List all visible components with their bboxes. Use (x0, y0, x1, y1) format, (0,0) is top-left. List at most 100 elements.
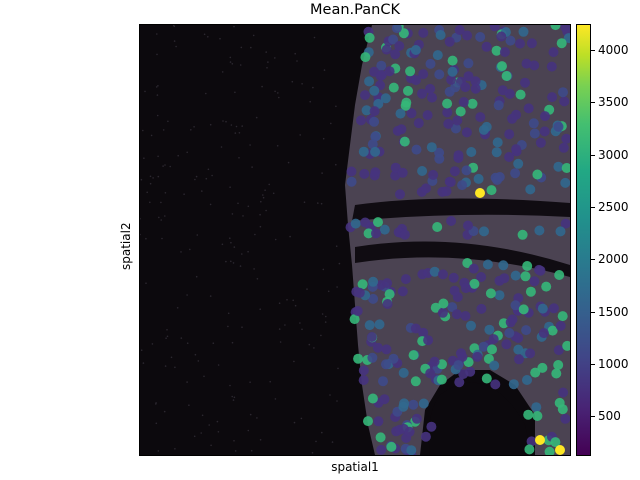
cell-marker (367, 393, 378, 404)
cell-marker (369, 66, 380, 77)
cell-marker (478, 341, 489, 352)
cell-marker (363, 416, 373, 427)
cell-marker (560, 413, 570, 424)
cell-marker (518, 304, 529, 315)
cell-marker (382, 278, 393, 289)
cell-marker (463, 58, 474, 69)
cell-marker (555, 226, 566, 237)
cell-marker (400, 100, 411, 111)
cell-marker-high (535, 435, 545, 445)
cell-marker (426, 421, 437, 432)
cell-marker (406, 445, 417, 455)
cell-marker (468, 263, 479, 274)
cell-marker (367, 352, 378, 363)
cell-marker (369, 106, 380, 117)
cell-marker (370, 167, 381, 178)
cell-marker (554, 270, 565, 280)
cell-marker (497, 85, 508, 96)
colorbar-tick (591, 207, 595, 209)
cell-marker (376, 60, 387, 71)
colorbar-tick-label: 500 (598, 409, 621, 424)
cell-marker (432, 50, 443, 61)
cell-marker (436, 374, 447, 385)
cell-marker (399, 136, 410, 147)
colorbar-tick (591, 311, 595, 313)
cell-marker (473, 173, 484, 184)
cell-marker (555, 320, 566, 331)
cell-marker (541, 281, 552, 292)
colorbar-tick (591, 259, 595, 261)
cell-marker (558, 87, 568, 98)
cell-marker (475, 32, 486, 42)
cell-marker (492, 137, 503, 148)
cell-marker (364, 32, 375, 43)
cell-marker (411, 75, 421, 86)
cell-marker (391, 25, 402, 34)
cell-marker (540, 111, 550, 122)
cell-marker (429, 356, 440, 367)
cell-marker (463, 71, 474, 82)
cell-marker (364, 320, 375, 331)
cell-marker (492, 175, 503, 185)
cell-marker (508, 379, 519, 390)
cell-marker (446, 216, 457, 226)
cell-marker (373, 416, 384, 427)
cell-marker (460, 82, 471, 93)
cell-marker (501, 339, 512, 350)
cell-marker (371, 228, 381, 239)
y-axis-label: spatial2 (119, 222, 133, 270)
cell-marker (352, 306, 363, 316)
cell-marker (491, 147, 502, 158)
cell-marker (449, 166, 460, 177)
tissue-fold (355, 241, 570, 277)
cell-marker (428, 169, 439, 180)
colorbar-tick (591, 363, 595, 365)
cell-marker (537, 303, 548, 314)
cell-marker (553, 161, 564, 172)
cell-marker (360, 52, 371, 63)
cell-marker (408, 399, 419, 410)
cell-marker (370, 131, 381, 142)
cell-marker (521, 58, 532, 69)
cell-marker (450, 123, 461, 134)
cell-marker (432, 222, 443, 232)
cell-marker (372, 342, 383, 353)
cell-marker (418, 27, 429, 38)
cell-marker (421, 183, 431, 194)
cell-marker (514, 354, 524, 365)
cell-marker (559, 96, 570, 107)
cell-marker-high (555, 445, 565, 455)
cell-marker (497, 61, 507, 72)
cell-marker (394, 41, 405, 51)
cell-marker (442, 98, 453, 109)
cell-marker (560, 218, 570, 229)
colorbar-tick-label: 1500 (598, 304, 629, 319)
cell-marker (450, 82, 461, 93)
cell-marker (418, 69, 429, 80)
cell-marker (373, 217, 383, 228)
cell-marker (525, 348, 536, 359)
cell-marker (392, 125, 403, 136)
cell-marker (395, 189, 405, 200)
cell-marker (397, 167, 408, 178)
cell-marker (423, 335, 434, 346)
cell-marker (562, 340, 570, 351)
cell-marker (501, 71, 512, 81)
cell-marker (499, 47, 510, 57)
cell-marker (408, 350, 419, 361)
cell-marker (458, 369, 469, 379)
cell-marker (406, 108, 417, 119)
cell-marker (460, 311, 471, 321)
cell-marker (376, 70, 387, 80)
spatial-image-panel (139, 24, 571, 456)
cell-marker (358, 375, 369, 386)
cell-marker (353, 353, 364, 364)
cell-marker (360, 90, 370, 101)
cell-marker (446, 74, 457, 85)
cell-marker (381, 44, 392, 55)
cell-marker (548, 303, 559, 314)
cell-marker (535, 265, 546, 276)
cell-marker (520, 77, 530, 88)
plot-title: Mean.PanCK (310, 2, 400, 18)
cell-marker (388, 34, 399, 45)
